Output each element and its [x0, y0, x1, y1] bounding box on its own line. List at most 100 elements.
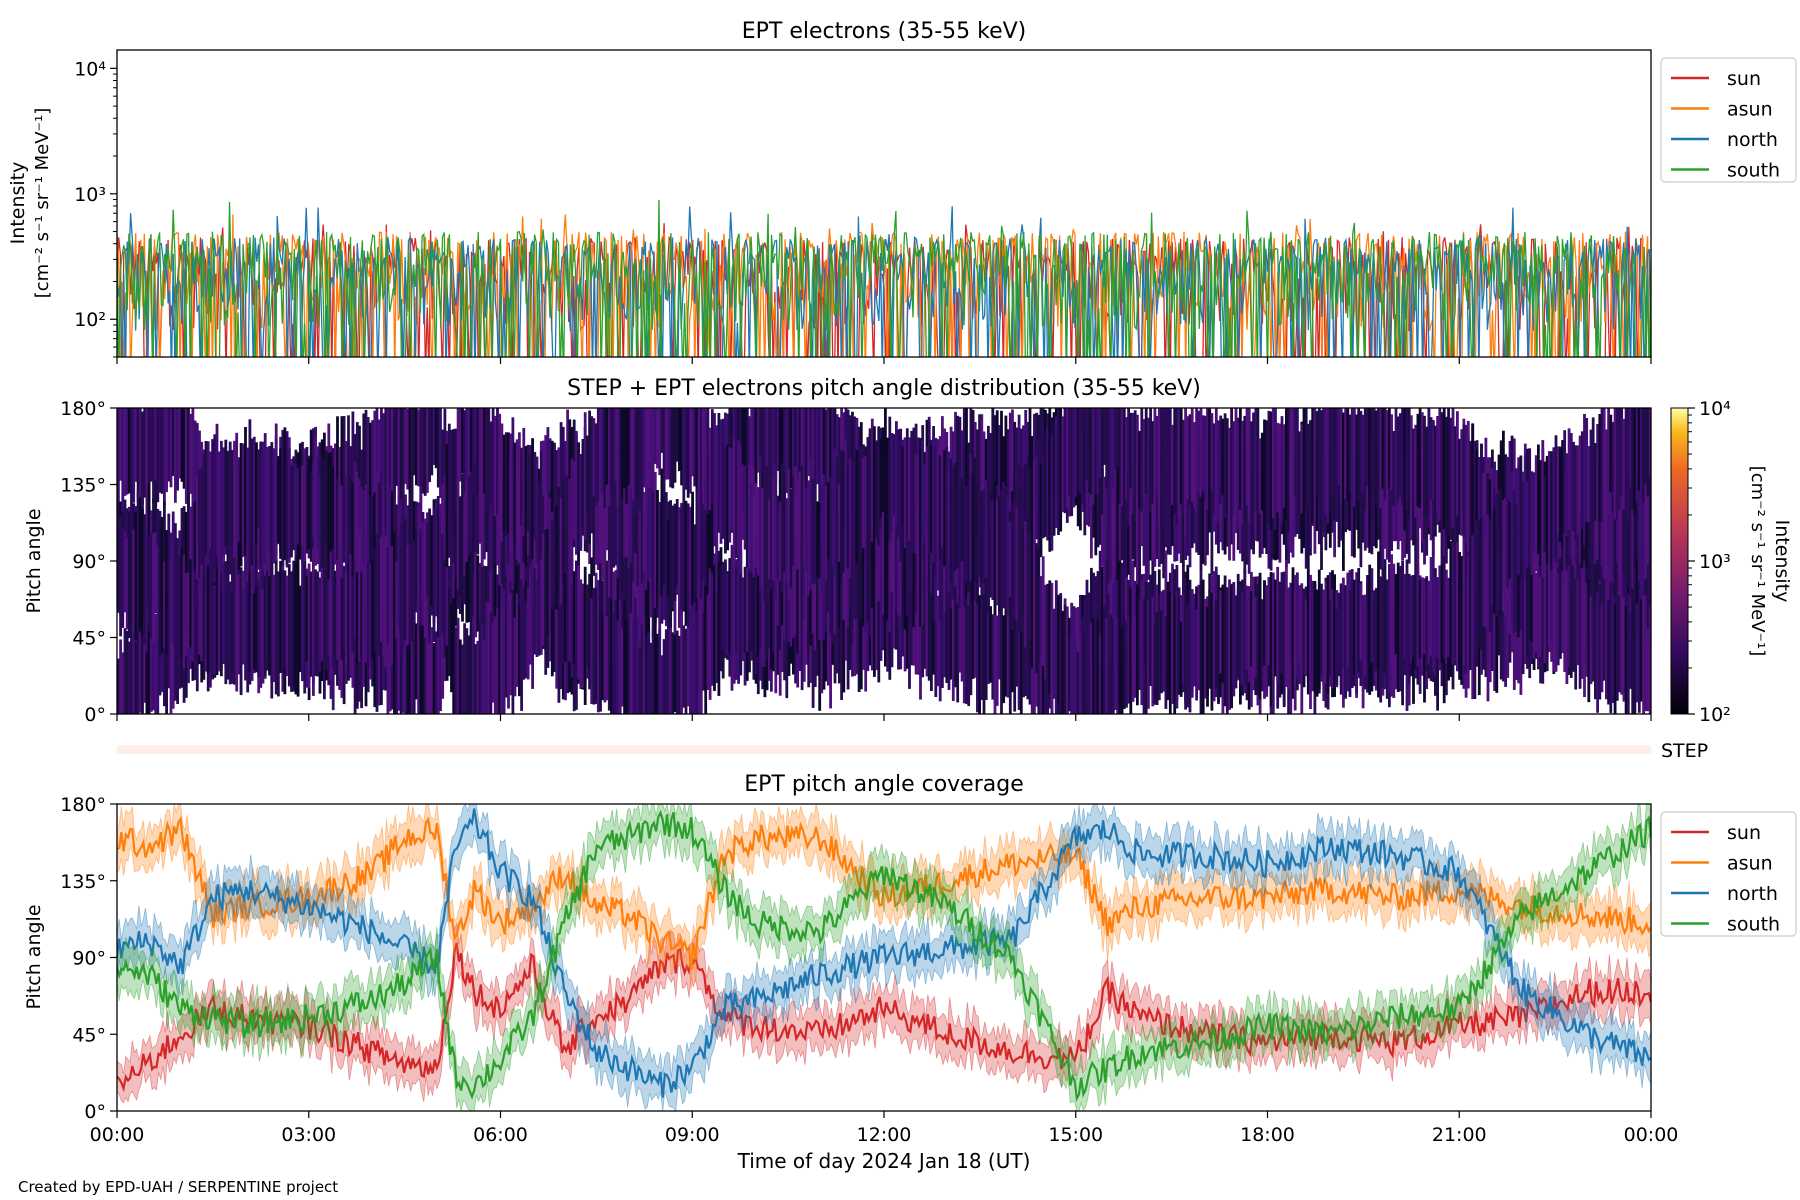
pad-cell: [1460, 429, 1464, 536]
pad-cell: [557, 567, 561, 703]
pad-cell: [1011, 612, 1014, 693]
pad-cell: [1140, 408, 1144, 512]
pad-cell: [877, 520, 881, 602]
pad-cell: [702, 613, 705, 691]
pad-cell: [1598, 584, 1602, 700]
pad-cell: [1499, 585, 1503, 680]
pad-cell: [1015, 506, 1019, 621]
pad-cell: [636, 533, 640, 660]
pad-cell: [303, 448, 307, 574]
credit-text: Created by EPD-UAH / SERPENTINE project: [18, 1178, 339, 1196]
pad-cell: [1033, 460, 1036, 577]
pad-cell: [1626, 479, 1630, 587]
pad-cell: [1594, 443, 1597, 521]
pad-cell: [371, 496, 374, 581]
pad-cell: [932, 583, 935, 675]
pad-cell: [932, 436, 935, 563]
pad-cell: [399, 522, 403, 658]
pad-cell: [1101, 408, 1104, 515]
pad-cell: [857, 575, 861, 692]
pad-cell: [1353, 408, 1356, 507]
pad-cell: [851, 513, 854, 646]
pad-cell: [1405, 559, 1409, 674]
pad-cell: [1580, 571, 1584, 679]
pad-cell: [794, 408, 797, 484]
colorbar: [1670, 407, 1689, 715]
pad-cell: [154, 408, 158, 507]
pad-cell: [1289, 582, 1293, 659]
pad-cell: [215, 568, 219, 676]
pad-cell: [1473, 554, 1477, 652]
pad-cell: [143, 618, 147, 703]
pad-cell: [263, 433, 267, 566]
pad-cell: [316, 456, 320, 550]
pad-cell: [1438, 565, 1442, 670]
pad-cell: [671, 632, 675, 714]
pad-cell: [1188, 414, 1192, 506]
pad-cell: [1044, 433, 1047, 537]
pad-cell: [566, 475, 569, 571]
y-tick-label: 135°: [60, 475, 106, 497]
pad-cell: [1000, 410, 1003, 512]
pad-cell: [1445, 569, 1448, 665]
pad-cell: [518, 512, 521, 642]
pad-cell: [454, 473, 458, 579]
pad-cell: [945, 446, 949, 572]
pad-cell: [1184, 578, 1187, 710]
pad-cell: [149, 635, 153, 712]
pad-cell: [879, 579, 883, 661]
pad-cell: [1436, 577, 1439, 658]
pad-cell: [500, 604, 504, 714]
pad-cell: [1611, 594, 1615, 703]
pad-cell: [1346, 584, 1350, 667]
step-strip: [117, 745, 1651, 754]
pad-cell: [1243, 569, 1247, 686]
pad-cell: [388, 486, 392, 591]
pad-cell: [1118, 604, 1122, 714]
pad-cell: [1635, 408, 1639, 503]
pad-cell: [189, 413, 193, 494]
pad-cell: [1363, 594, 1367, 676]
pad-cell: [1528, 536, 1532, 639]
pad-cell: [1488, 519, 1492, 633]
pad-cell: [870, 563, 874, 671]
pad-cell: [380, 611, 383, 705]
pad-cell: [292, 456, 296, 546]
pad-cell: [220, 440, 223, 572]
pad-cell: [1120, 562, 1124, 666]
pad-cell: [717, 430, 721, 533]
pad-cell: [640, 408, 644, 493]
pad-cell: [272, 574, 276, 683]
pad-cell: [373, 492, 377, 570]
pad-cell: [467, 530, 471, 623]
pad-cell: [818, 582, 822, 711]
pad-cell: [434, 498, 438, 617]
pad-cell: [235, 575, 239, 692]
pad-cell: [908, 437, 911, 541]
pad-cell: [500, 423, 504, 542]
pad-cell: [767, 408, 771, 510]
pad-cell: [1605, 429, 1608, 508]
pad-cell: [669, 628, 672, 714]
pad-cell: [338, 475, 342, 582]
pad-cell: [605, 474, 609, 551]
pad-cell: [469, 523, 473, 648]
pad-cell: [1611, 421, 1615, 512]
pad-cell: [1274, 579, 1277, 663]
pad-cell: [1267, 410, 1271, 526]
pad-cell: [741, 464, 745, 540]
pad-cell: [553, 562, 556, 672]
pad-cell: [1434, 577, 1437, 677]
pad-cell: [818, 408, 822, 502]
pad-cell: [802, 596, 806, 682]
pad-cell: [461, 473, 464, 603]
pad-cell: [1101, 468, 1104, 567]
pad-cell: [1300, 424, 1304, 514]
pad-cell: [1087, 408, 1091, 493]
pad-cell: [1317, 408, 1321, 505]
pad-cell: [1107, 468, 1111, 583]
pad-cell: [336, 559, 339, 660]
pad-cell: [1322, 589, 1326, 701]
pad-cell: [1142, 598, 1146, 714]
pad-cell: [684, 408, 688, 490]
